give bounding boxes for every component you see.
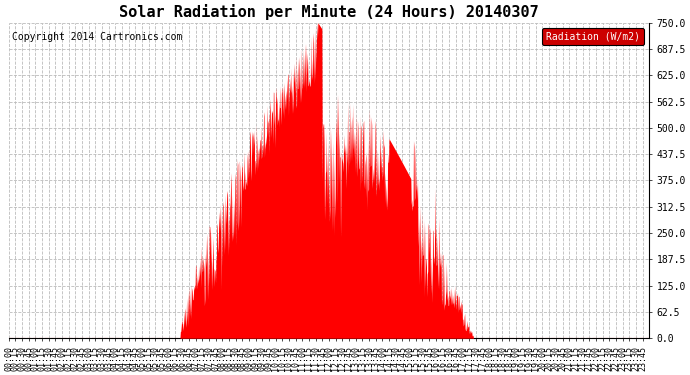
Text: Copyright 2014 Cartronics.com: Copyright 2014 Cartronics.com <box>12 32 182 42</box>
Legend: Radiation (W/m2): Radiation (W/m2) <box>542 28 644 45</box>
Title: Solar Radiation per Minute (24 Hours) 20140307: Solar Radiation per Minute (24 Hours) 20… <box>119 4 539 20</box>
